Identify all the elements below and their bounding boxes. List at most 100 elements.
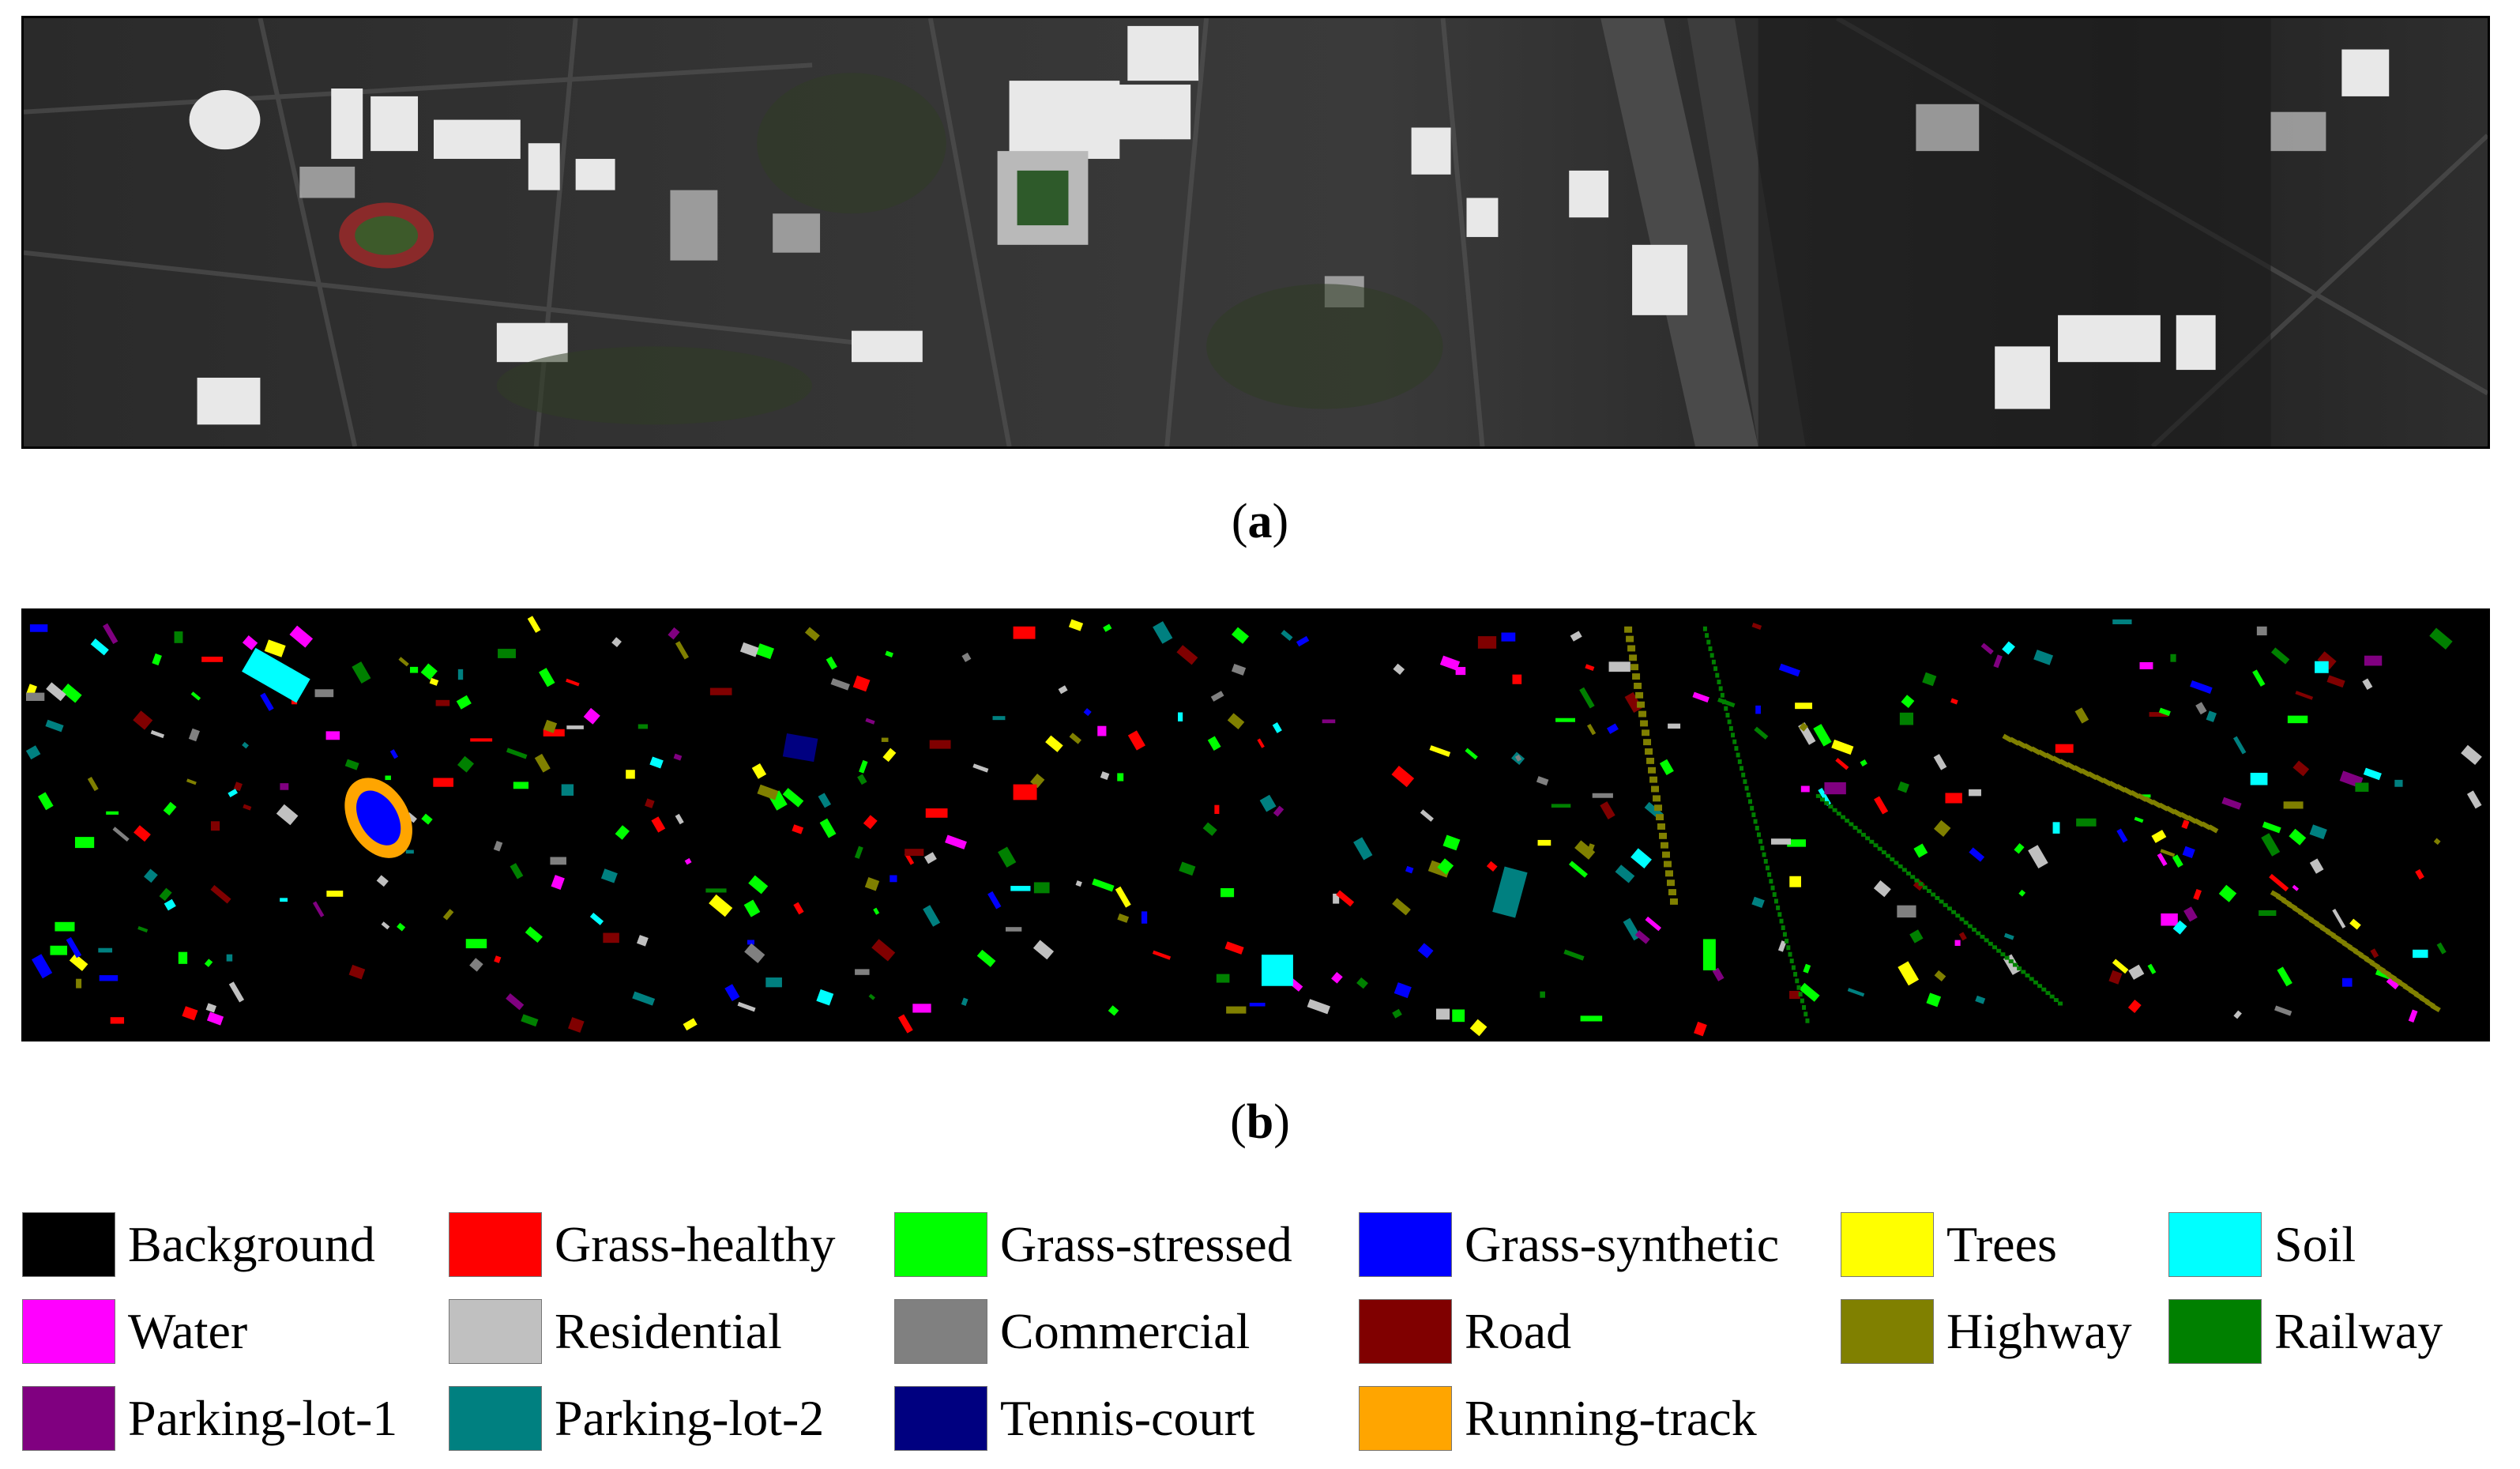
label-patch: [1724, 706, 1728, 711]
label-patch: [186, 778, 197, 785]
label-patch: [385, 775, 391, 781]
label-patch: [188, 728, 200, 742]
label-patch: [2157, 853, 2168, 867]
label-patch: [2134, 816, 2144, 823]
label-patch: [1725, 713, 1730, 718]
label-patch: [506, 993, 525, 1011]
label-patch: [465, 939, 487, 949]
label-patch: [2008, 959, 2014, 964]
legend-label: Water: [128, 1303, 248, 1359]
label-patch: [420, 663, 438, 680]
label-patch: [1656, 814, 1664, 821]
label-patch: [1753, 819, 1758, 824]
label-patch: [2466, 790, 2482, 809]
label-patch: [1935, 896, 1940, 900]
label-patch: [1563, 949, 1585, 961]
label-patch: [1913, 843, 1928, 858]
label-patch: [1898, 961, 1920, 986]
label-patch: [1946, 906, 1952, 911]
label-patch: [897, 1014, 913, 1034]
legend-label: Soil: [2274, 1216, 2356, 1272]
label-patch: [1153, 621, 1173, 644]
label-patch: [1988, 941, 1993, 946]
legend-swatch: [449, 1299, 542, 1364]
label-patch: [205, 1003, 217, 1013]
label-patch: [1391, 765, 1415, 788]
label-patch: [1758, 838, 1763, 844]
label-patch: [1712, 967, 1725, 981]
label-patch: [2221, 797, 2242, 810]
label-patch: [106, 811, 119, 815]
label-patch: [1392, 898, 1411, 916]
label-patch: [2128, 964, 2145, 980]
label-patch: [242, 741, 249, 749]
label-patch: [668, 627, 680, 640]
label-patch: [2256, 626, 2267, 636]
label-patch: [405, 849, 414, 854]
label-patch: [76, 978, 82, 989]
label-patch: [1975, 995, 1986, 1004]
label-patch: [493, 840, 503, 852]
label-patch: [1922, 672, 1937, 687]
label-patch: [1273, 805, 1284, 817]
label-patch: [2309, 858, 2324, 874]
legend-item-tennis-court: Tennis-court: [894, 1383, 1255, 1454]
label-patch: [2000, 952, 2006, 957]
label-patch: [638, 724, 649, 729]
label-patch: [1945, 793, 1962, 804]
label-patch: [1231, 663, 1247, 676]
label-patch: [103, 623, 118, 645]
label-patch: [987, 891, 1002, 910]
label-patch: [1574, 840, 1596, 860]
label-patch: [356, 790, 401, 846]
label-patch: [1708, 646, 1713, 651]
label-patch: [98, 947, 113, 953]
label-patch: [233, 782, 243, 792]
label-patch: [1216, 974, 1230, 983]
label-patch: [1731, 733, 1736, 738]
label-patch: [1668, 889, 1676, 896]
label-patch: [2415, 868, 2424, 880]
label-patch: [1570, 631, 1582, 642]
label-patch: [2309, 824, 2327, 840]
label-patch: [1748, 799, 1752, 804]
legend-swatch: [894, 1386, 987, 1451]
legend-label: Railway: [2274, 1303, 2443, 1359]
label-patch: [1045, 735, 1063, 752]
label-patch: [1626, 635, 1634, 642]
label-patch: [150, 729, 165, 739]
label-patch: [1898, 864, 1903, 868]
legend-label: Trees: [1946, 1216, 2057, 1272]
label-patch: [61, 684, 82, 703]
label-patch: [1795, 702, 1813, 710]
label-patch: [830, 678, 850, 691]
legend-item-railway: Railway: [2168, 1296, 2443, 1367]
legend-item-running-track: Running-track: [1359, 1383, 1757, 1454]
label-patch: [945, 834, 967, 849]
label-patch: [99, 975, 118, 981]
label-patch: [1795, 978, 1800, 984]
label-patch: [1778, 663, 1801, 677]
legend-item-soil: Soil: [2168, 1209, 2356, 1280]
label-patch: [1874, 796, 1889, 815]
label-patch: [228, 789, 238, 797]
class-legend: Background Grass-healthy Grass-stressed Gra…: [0, 1209, 2520, 1462]
label-patch: [1980, 642, 1994, 655]
label-patch: [1743, 779, 1747, 785]
label-patch: [1281, 630, 1293, 642]
label-patch: [1934, 819, 1951, 837]
label-patch: [751, 763, 767, 779]
label-patch: [1659, 832, 1667, 839]
label-patch: [2259, 910, 2277, 917]
label-patch: [551, 875, 565, 890]
label-patch: [1178, 712, 1183, 721]
label-patch: [1980, 934, 1985, 939]
label-patch: [1662, 851, 1670, 858]
label-patch: [1751, 812, 1756, 818]
label-patch: [2355, 782, 2369, 792]
label-patch: [818, 793, 832, 808]
label-patch: [1651, 785, 1660, 793]
label-patch: [645, 798, 655, 808]
label-patch: [1791, 965, 1796, 970]
label-patch: [1763, 859, 1768, 864]
